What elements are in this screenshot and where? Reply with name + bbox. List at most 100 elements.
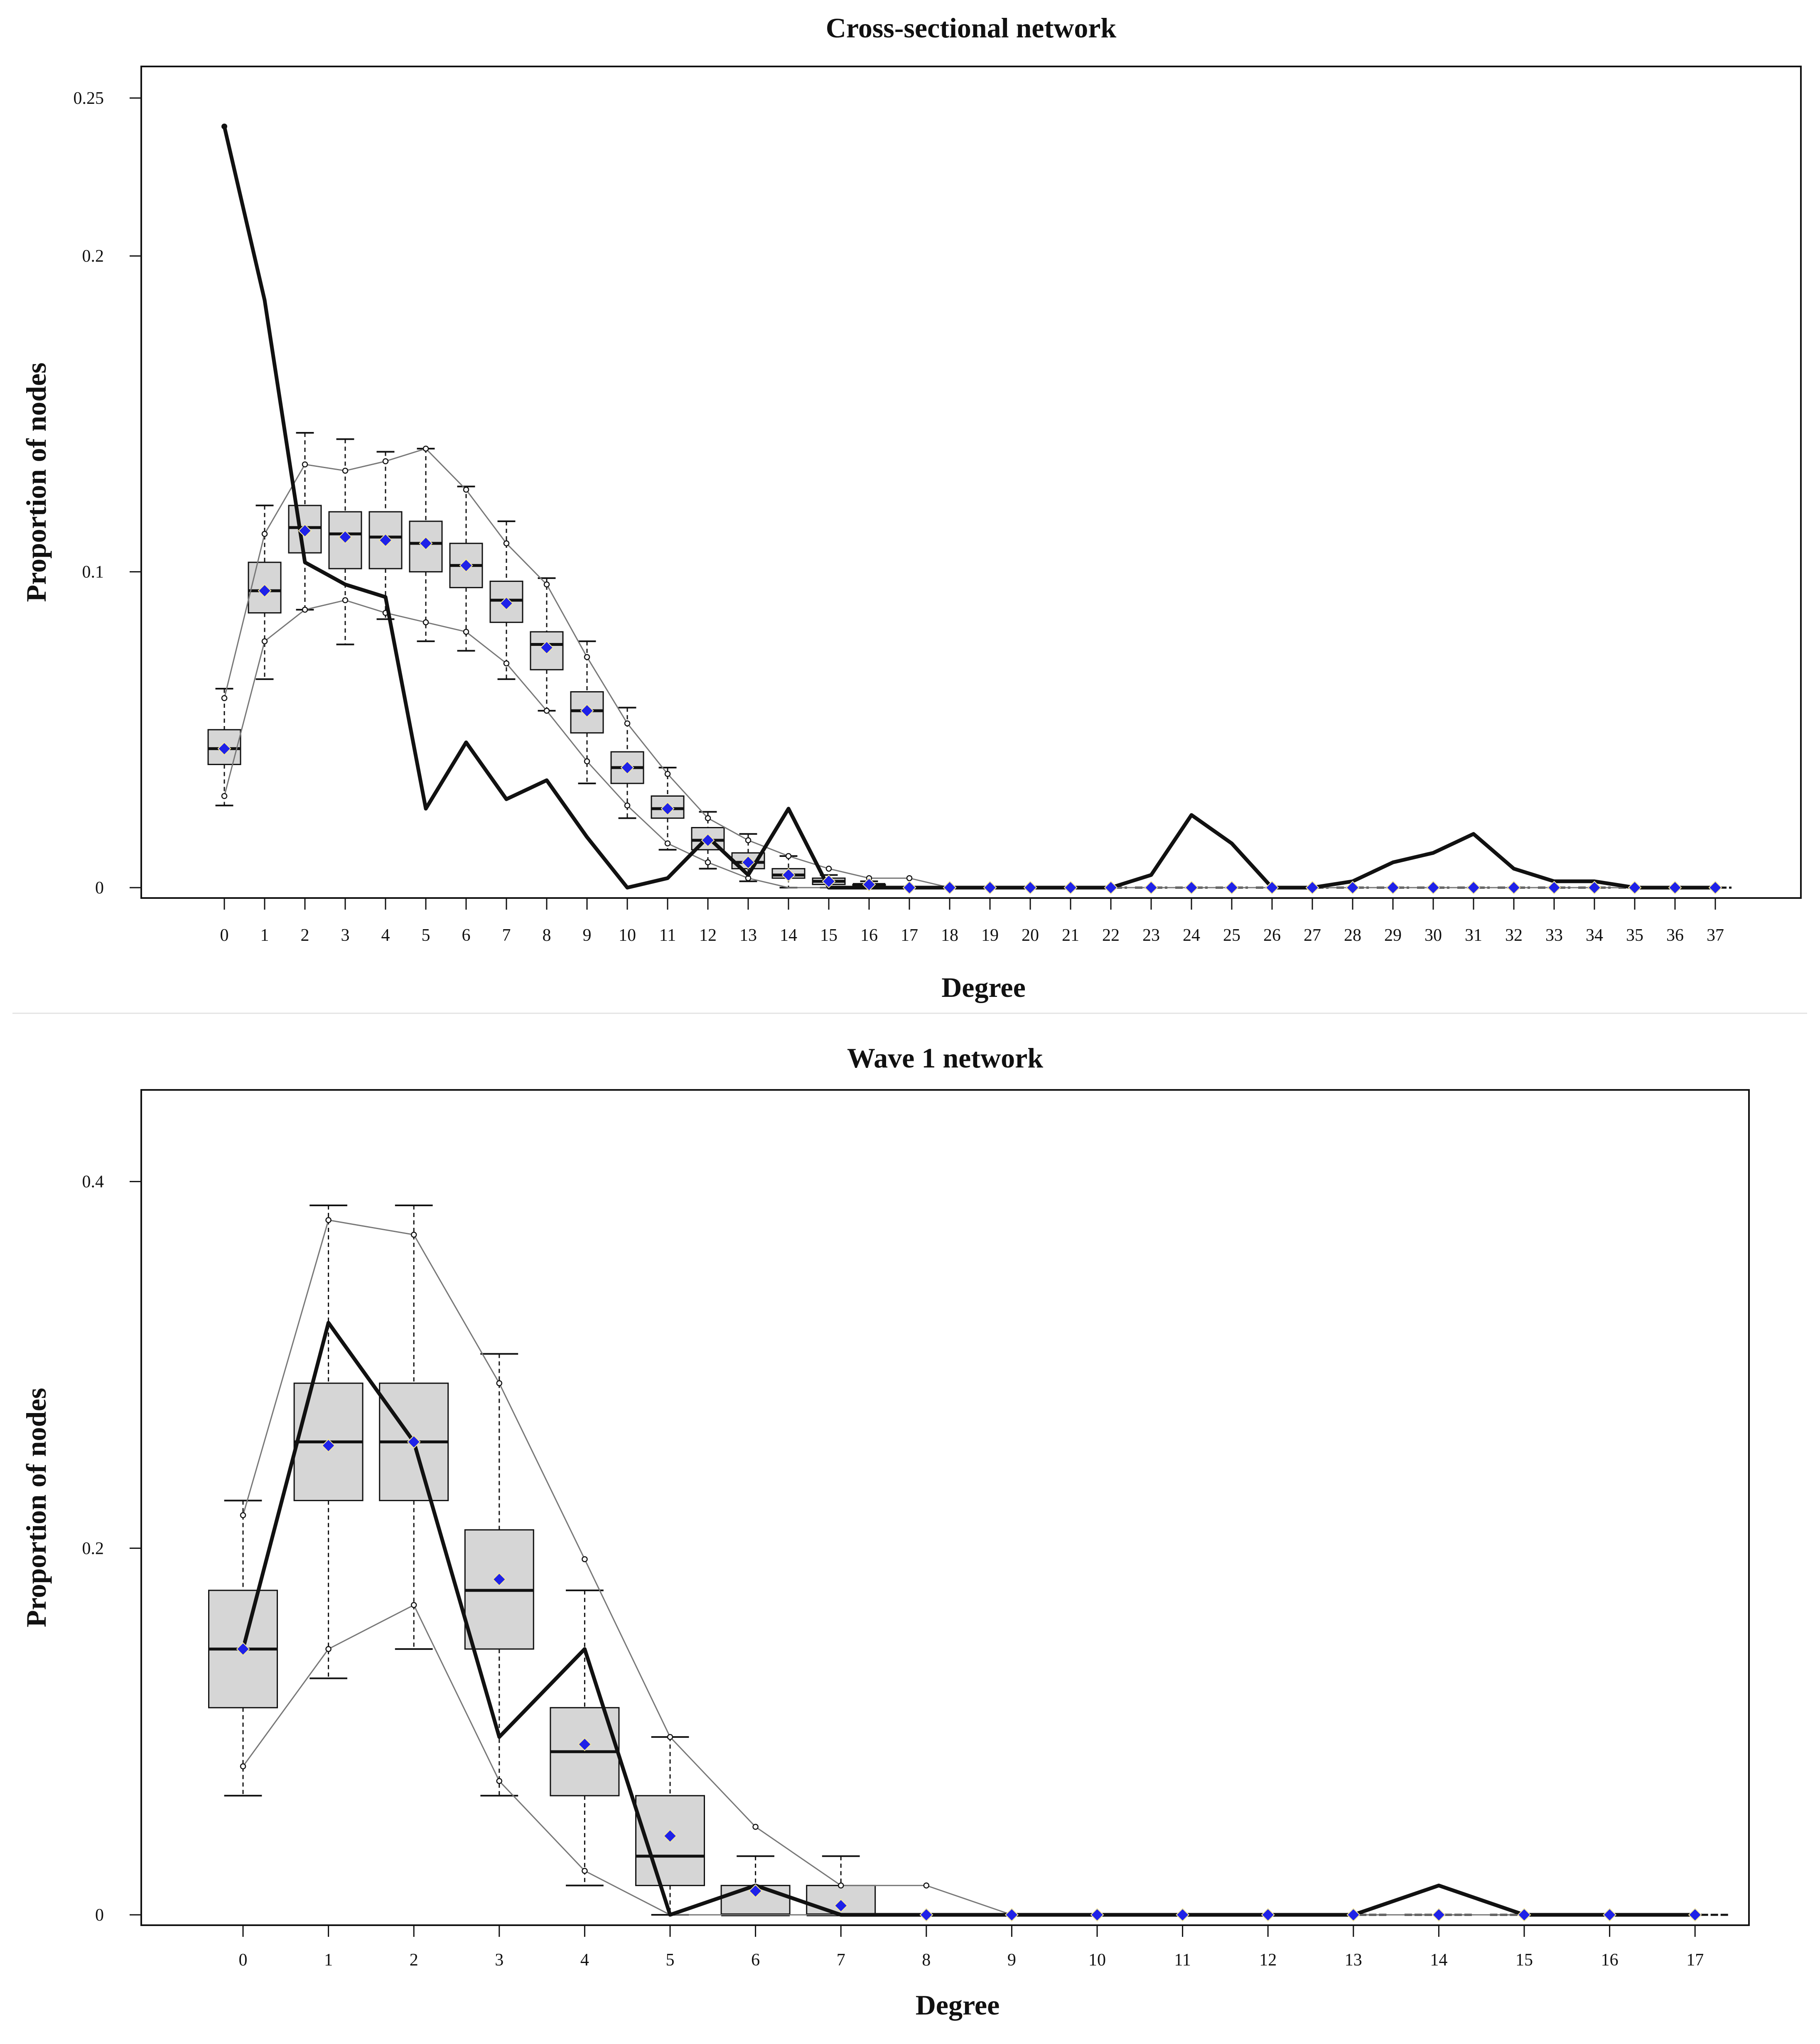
w1-xtick-label: 12 <box>1259 1951 1277 1970</box>
w1-xtick-label: 10 <box>1088 1951 1106 1970</box>
cs-mean-marker <box>781 868 796 882</box>
cs-xtick-label: 36 <box>1666 926 1684 945</box>
cs-xtick-label: 17 <box>901 926 918 945</box>
w1-upper-quantile-point <box>667 1734 673 1740</box>
w1-xtick-label: 17 <box>1686 1951 1704 1970</box>
cs-mean-marker <box>822 874 836 888</box>
w1-xtick-label: 1 <box>324 1951 333 1970</box>
cs-mean-marker <box>338 530 352 544</box>
w1-upper-quantile-point <box>325 1217 332 1223</box>
cs-mean-marker <box>943 881 957 895</box>
cs-upper-quantile-point <box>422 445 429 452</box>
cs-upper-quantile-point <box>745 837 752 844</box>
cs-xtick-label: 21 <box>1062 926 1079 945</box>
cs-mean-marker <box>298 524 312 538</box>
cross-sectional-chart-panel: Cross-sectional network 0 0.1 0.2 0.25 0 1 2 3 4 5… <box>0 0 1820 1013</box>
cs-xtick-label: 30 <box>1425 926 1442 945</box>
w1-xtick-label: 4 <box>580 1951 589 1970</box>
cs-observed-line <box>222 126 1715 890</box>
cs-mean-marker <box>258 584 272 598</box>
w1-mean-marker <box>492 1572 506 1586</box>
w1-observed-line <box>241 1320 1695 1917</box>
cs-box <box>409 520 443 573</box>
cs-lower-quantile-point <box>221 793 228 799</box>
cs-upper-quantile-point <box>543 581 550 588</box>
w1-xtick-label: 16 <box>1601 1951 1619 1970</box>
cs-mean-marker <box>1708 881 1722 895</box>
cs-chart-title: Cross-sectional network <box>826 12 1117 44</box>
cs-lower-quantile-point <box>624 802 631 809</box>
cs-mean-marker <box>1184 881 1199 895</box>
w1-mean-marker <box>663 1829 677 1843</box>
w1-upper-quantile-point <box>496 1380 503 1386</box>
cs-mean-marker <box>580 704 594 718</box>
cs-xtick-label: 2 <box>301 926 309 945</box>
cs-mean-marker <box>902 881 916 895</box>
cs-lower-quantile-point <box>664 840 671 847</box>
cs-mean-marker <box>620 761 634 775</box>
w1-upper-quantile-point <box>752 1823 759 1830</box>
cs-x-axis-label: Degree <box>941 972 1026 1003</box>
cs-mean-marker <box>1144 881 1158 895</box>
w1-xtick-label: 11 <box>1174 1951 1191 1970</box>
w1-upper-quantile-line <box>242 1219 1695 1916</box>
cs-box <box>489 580 523 623</box>
cs-mean-marker <box>661 802 675 816</box>
cs-lower-quantile-point <box>543 707 550 714</box>
cs-mean-marker <box>1064 881 1078 895</box>
cs-lower-quantile-line <box>224 599 1715 888</box>
cs-mean-marker <box>1225 881 1239 895</box>
w1-mean-marker <box>1176 1908 1190 1922</box>
w1-mean-marker <box>1603 1908 1617 1922</box>
cs-ytick-label: 0.2 <box>82 247 104 266</box>
w1-mean-marker <box>834 1899 848 1913</box>
cs-mean-marker <box>1587 881 1601 895</box>
w1-xtick-label: 5 <box>666 1951 675 1970</box>
cs-lower-quantile-point <box>584 758 590 765</box>
cs-mean-marker <box>459 558 473 572</box>
cs-mean-marker <box>1426 881 1440 895</box>
w1-xtick-label: 15 <box>1515 1951 1533 1970</box>
w1-xtick-label: 13 <box>1345 1951 1362 1970</box>
w1-upper-quantile-point <box>410 1232 417 1238</box>
w1-xtick-label: 6 <box>751 1951 760 1970</box>
cs-xtick-label: 10 <box>619 926 636 945</box>
cs-xtick-label: 31 <box>1465 926 1482 945</box>
w1-upper-quantile-point <box>582 1556 588 1563</box>
cs-mean-marker <box>1507 881 1521 895</box>
cs-xtick-label: 34 <box>1586 926 1603 945</box>
w1-mean-marker <box>236 1642 250 1656</box>
cs-mean-marker <box>1386 881 1400 895</box>
w1-mean-marker <box>1090 1908 1104 1922</box>
cs-upper-quantile-point <box>342 468 349 474</box>
cs-xtick-label: 33 <box>1545 926 1563 945</box>
cs-mean-marker <box>1305 881 1319 895</box>
cs-mean-marker <box>217 742 231 756</box>
cs-xtick-label: 11 <box>659 926 676 945</box>
cs-xtick-label: 25 <box>1223 926 1240 945</box>
w1-chart-title: Wave 1 network <box>847 1042 1043 1074</box>
w1-ytick-label: 0.4 <box>82 1173 104 1192</box>
cs-xtick-label: 35 <box>1626 926 1643 945</box>
cs-xtick-label: 14 <box>780 926 797 945</box>
cs-upper-quantile-point <box>302 461 308 468</box>
w1-lower-quantile-point <box>325 1646 332 1652</box>
cs-xtick-label: 28 <box>1344 926 1361 945</box>
w1-ytick-label: 0 <box>95 1906 104 1925</box>
cs-lower-quantile-point <box>463 628 469 635</box>
cs-upper-quantile-point <box>261 531 268 537</box>
cs-upper-quantile-point <box>463 486 469 493</box>
cs-xtick-label: 19 <box>981 926 999 945</box>
cs-mean-marker <box>499 596 513 611</box>
cs-xtick-label: 0 <box>220 926 229 945</box>
cs-xtick-label: 32 <box>1505 926 1523 945</box>
cs-xtick-label: 9 <box>583 926 592 945</box>
cs-xtick-label: 20 <box>1022 926 1039 945</box>
cs-xtick-label: 15 <box>820 926 838 945</box>
w1-mean-marker <box>1261 1908 1275 1922</box>
cs-mean-marker <box>701 833 715 847</box>
cs-upper-quantile-point <box>825 866 832 872</box>
cs-upper-quantile-point <box>785 853 792 859</box>
cs-xtick-label: 22 <box>1102 926 1120 945</box>
cs-upper-quantile-point <box>382 458 389 464</box>
